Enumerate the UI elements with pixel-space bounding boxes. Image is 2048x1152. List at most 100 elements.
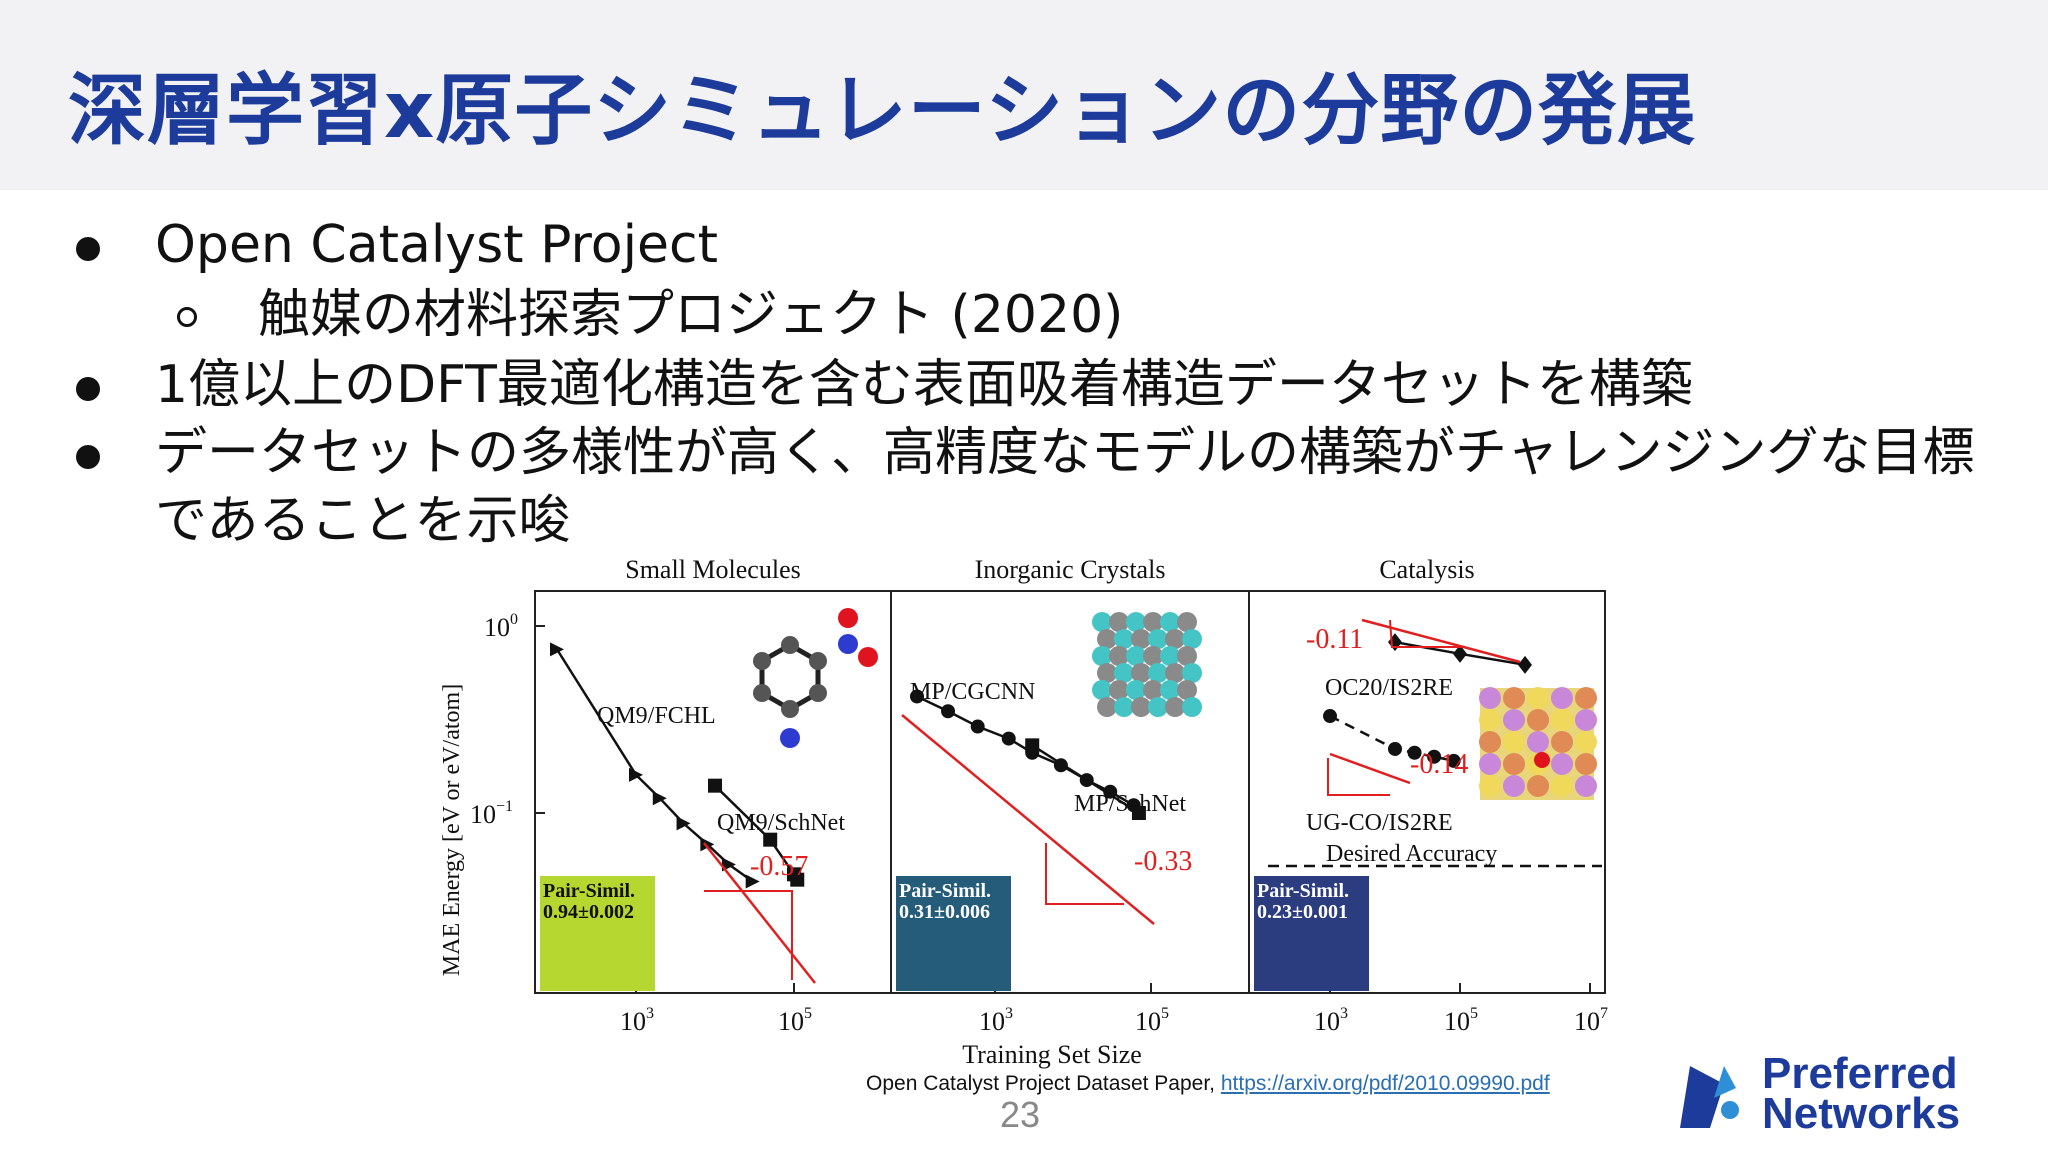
molecule-atom <box>753 684 771 702</box>
desired-accuracy-label: Desired Accuracy <box>1326 841 1497 867</box>
catalyst-image <box>1479 687 1597 800</box>
oxygen-atom <box>858 647 878 667</box>
logo-text: Preferred Networks <box>1762 1052 1960 1136</box>
data-point <box>1388 633 1402 652</box>
data-point <box>676 816 691 831</box>
panel-title: Inorganic Crystals <box>975 555 1166 584</box>
catalyst-atom <box>1503 753 1525 775</box>
catalyst-atom <box>1575 731 1597 753</box>
fit-line <box>703 842 816 984</box>
catalyst-atom <box>1527 687 1549 709</box>
fit-line <box>901 714 1155 925</box>
crystal-atom <box>1177 680 1197 700</box>
catalyst-atom <box>1479 731 1501 753</box>
data-point <box>700 837 715 852</box>
similarity-heatmap <box>1254 876 1369 991</box>
oxygen-atom <box>838 608 858 628</box>
series-label: QM9/FCHL <box>597 703 716 729</box>
crystal-atom <box>1148 663 1168 683</box>
crystal-atom <box>1143 680 1163 700</box>
similarity-value: 0.31±0.006 <box>899 901 990 923</box>
data-point <box>1453 644 1467 663</box>
molecule-image <box>753 608 878 748</box>
crystal-atom <box>1148 629 1168 649</box>
bullet-dot <box>76 237 100 261</box>
crystal-atom <box>1109 612 1129 632</box>
catalyst-atom <box>1575 753 1597 775</box>
x-tick-label: 105 <box>778 1005 812 1036</box>
logo-mark-icon <box>1680 1066 1739 1128</box>
data-point <box>708 778 722 793</box>
caption-text: Open Catalyst Project Dataset Paper, <box>866 1072 1221 1095</box>
similarity-heatmap <box>540 876 655 991</box>
citation-caption: Open Catalyst Project Dataset Paper, htt… <box>866 1072 1550 1096</box>
paper-link[interactable]: https://arxiv.org/pdf/2010.09990.pdf <box>1220 1072 1550 1095</box>
crystal-atom <box>1160 646 1180 666</box>
nitrogen-atom <box>780 728 800 748</box>
x-tick-label: 103 <box>979 1005 1013 1036</box>
company-logo: Preferred Networks <box>1672 1052 2022 1138</box>
catalyst-atom <box>1551 775 1573 797</box>
x-tick-label: 103 <box>1314 1005 1348 1036</box>
x-tick-label: 105 <box>1444 1005 1478 1036</box>
catalyst-atom <box>1551 709 1573 731</box>
series-label: OC20/IS2RE <box>1325 675 1453 701</box>
molecule-ring <box>759 642 821 712</box>
crystal-atom <box>1165 697 1185 717</box>
data-point <box>941 704 956 719</box>
similarity-label: Pair-Simil. <box>1257 880 1349 902</box>
data-point <box>763 832 778 847</box>
crystal-atom <box>1092 646 1112 666</box>
data-point <box>970 719 985 734</box>
similarity-label: Pair-Simil. <box>899 880 991 902</box>
catalyst-atom <box>1575 709 1597 731</box>
slope-triangle <box>1389 619 1462 648</box>
molecule-atom <box>809 652 827 670</box>
crystal-atom <box>1165 663 1185 683</box>
series-label: MP/SchNet <box>1074 791 1186 817</box>
catalyst-atom <box>1551 731 1573 753</box>
panel-frame <box>1248 590 1606 994</box>
data-point <box>1446 753 1461 768</box>
similarity-label: Pair-Simil. <box>543 880 635 902</box>
data-point <box>1103 784 1118 799</box>
data-point <box>745 874 760 889</box>
similarity-value: 0.23±0.001 <box>1257 901 1348 923</box>
crystal-image <box>1092 612 1202 717</box>
slope-label: -0.57 <box>750 851 808 882</box>
fit-line <box>1361 618 1521 664</box>
catalyst-atom <box>1479 753 1501 775</box>
crystal-atom <box>1182 663 1202 683</box>
slope-label: -0.14 <box>1410 749 1468 780</box>
crystal-atom <box>1097 663 1117 683</box>
crystal-atom <box>1182 629 1202 649</box>
crystal-atom <box>1114 663 1134 683</box>
molecule-atom <box>781 636 799 654</box>
data-point <box>910 689 924 704</box>
fit-line <box>1329 752 1411 785</box>
similarity-value: 0.94±0.002 <box>543 901 634 923</box>
crystal-atom <box>1177 612 1197 632</box>
crystal-atom <box>1126 680 1146 700</box>
series-line <box>555 648 754 883</box>
catalyst-atom <box>1479 775 1501 797</box>
molecule-atom <box>753 652 771 670</box>
data-point <box>1518 655 1532 674</box>
crystal-atom <box>1114 629 1134 649</box>
crystal-atom <box>1131 629 1151 649</box>
catalyst-atom <box>1503 775 1525 797</box>
slope-triangle <box>1327 758 1390 796</box>
crystal-atom <box>1097 697 1117 717</box>
series-line <box>1031 744 1140 815</box>
crystal-atom <box>1131 697 1151 717</box>
x-tick-label: 107 <box>1574 1005 1608 1036</box>
bullet-2: 1億以上のDFT最適化構造を含む表面吸着構造データセットを構築 <box>155 355 1693 415</box>
data-point <box>790 872 805 887</box>
crystal-atom <box>1126 612 1146 632</box>
catalyst-atom <box>1527 775 1549 797</box>
catalyst-atom <box>1551 753 1573 775</box>
crystal-atom <box>1092 612 1112 632</box>
bullet-3: データセットの多様性が高く、高精度なモデルの構築がチャレンジングな目標 <box>155 423 1975 483</box>
catalyst-atom <box>1575 775 1597 797</box>
